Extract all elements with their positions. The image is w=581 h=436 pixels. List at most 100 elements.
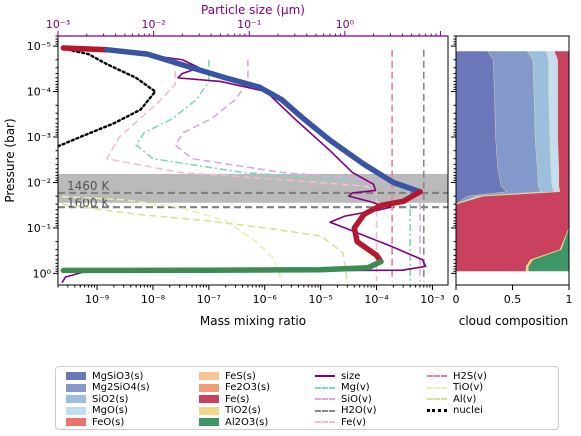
legend-item-fe2o3-s: Fe2O3(s): [199, 381, 270, 395]
y-axis-label: Pressure (bar): [3, 118, 17, 202]
legend-item-mg-v: Mg(v): [315, 381, 370, 395]
y-tick-label: 10⁻⁵: [27, 40, 51, 53]
legend-label: SiO(v): [341, 393, 372, 405]
series-al-v: [58, 202, 349, 282]
legend-label: Fe(s): [225, 393, 250, 405]
legend-swatch: [66, 395, 86, 403]
legend-swatch: [315, 409, 335, 412]
legend-label: TiO(v): [453, 382, 484, 393]
composition-plot-area: [456, 51, 569, 272]
legend-item-fe-v: Fe(v): [315, 415, 366, 429]
y-tick-label: 10⁻⁴: [27, 86, 52, 99]
x-tick-label: 10⁻⁶: [253, 293, 278, 306]
legend-swatch: [199, 418, 219, 426]
top-tick-label: 10⁻³: [46, 18, 70, 31]
composition-area-al2o3-s: [528, 51, 569, 272]
y-tick-label: 10⁰: [33, 267, 52, 280]
legend-swatch: [199, 372, 219, 380]
composition-area-fe-s: [456, 51, 569, 272]
composition-axes: 0 0.5 1 cloud composition: [451, 35, 573, 328]
cloud-total-segment-3: [351, 189, 423, 265]
composition-boundary-mgsio3-s: [456, 51, 508, 272]
legend-item-fes-s: FeS(s): [199, 369, 256, 383]
y-tick-label: 10⁻³: [27, 131, 51, 144]
legend-swatch: [66, 383, 86, 392]
composition-boundary-mg2sio4-s: [456, 51, 542, 272]
composition-area-mg2sio4-s: [456, 51, 541, 272]
legend-label: Al2O3(s): [225, 416, 269, 428]
legend-label: Mg2SiO4(s): [92, 382, 150, 393]
series-fe-v: [106, 59, 378, 282]
legend-swatch: [315, 421, 335, 423]
legend-item-al2o3-s: Al2O3(s): [199, 415, 268, 429]
legend-swatch: [199, 383, 219, 392]
legend-label: Al(v): [453, 393, 477, 405]
x-tick-label: 10⁻⁵: [309, 293, 333, 306]
legend-label: FeO(s): [92, 416, 125, 428]
top-tick-label: 10⁻²: [141, 18, 165, 31]
legend-swatch: [199, 406, 219, 415]
legend-label: SiO2(s): [92, 393, 129, 405]
composition-area-mgsio3-s: [456, 51, 507, 272]
legend-label: Mg(v): [341, 382, 370, 393]
x-tick-label: 10⁻⁷: [197, 293, 221, 306]
legend-label: nuclei: [453, 405, 483, 416]
legend-item-h2s-v: H2S(v): [427, 369, 487, 383]
series-nuclei: [58, 48, 157, 148]
composition-boundary-fe-s: [525, 51, 569, 272]
x-tick-label: 10⁻⁹: [85, 293, 109, 306]
composition-area-mgo-s: [456, 51, 560, 272]
legend-swatch: [315, 375, 335, 377]
composition-area-sio2-s: [456, 51, 555, 272]
legend-swatch: [199, 395, 219, 403]
legend-label: MgSiO3(s): [92, 370, 144, 382]
composition-x-tick-label: 1: [566, 293, 573, 306]
cloud-total-segment-2: [104, 46, 423, 195]
legend-label: size: [341, 370, 361, 382]
legend-swatch: [427, 409, 447, 412]
x-tick-label: 10⁻⁸: [141, 293, 166, 306]
legend-item-h2o-v: H2O(v): [315, 404, 376, 418]
series-tio-v: [58, 195, 283, 282]
top-tick-label: 10⁻¹: [237, 18, 261, 31]
temperature-annotation-1: 1460 K: [67, 179, 110, 193]
legend: MgSiO3(s) Mg2SiO4(s) SiO2(s) MgO(s) FeO(s) Fe…: [55, 366, 559, 430]
legend-label: MgO(s): [92, 405, 128, 416]
legend-item-nuclei: nuclei: [427, 404, 483, 418]
composition-boundary-tio2-s: [528, 51, 569, 272]
top-axis-label: Particle size (μm): [201, 3, 305, 17]
main-series-layer: [58, 45, 427, 284]
legend-swatch: [315, 398, 335, 400]
legend-label: H2S(v): [453, 370, 487, 382]
top-tick-label: 10⁰: [336, 18, 355, 31]
legend-item-feo-s: FeO(s): [66, 415, 124, 429]
legend-label: FeS(s): [225, 370, 256, 382]
legend-label: TiO2(s): [225, 405, 261, 416]
legend-swatch: [427, 398, 447, 400]
legend-item-sio2-s: SiO2(s): [66, 392, 128, 406]
legend-swatch: [427, 386, 447, 389]
legend-item-tio2-s: TiO2(s): [199, 404, 261, 418]
y-tick-label: 10⁻²: [27, 176, 51, 189]
legend-item-fe-s: Fe(s): [199, 392, 249, 406]
legend-item-mg2sio4-s: Mg2SiO4(s): [66, 381, 150, 395]
cloud-total-segment-1: [60, 45, 110, 53]
x-axis-label: Mass mixing ratio: [200, 314, 306, 328]
legend-label: Fe2O3(s): [225, 382, 270, 393]
x-tick-label: 10⁻⁴: [364, 293, 389, 306]
legend-label: Fe(v): [341, 416, 367, 428]
y-tick-label: 10⁻¹: [27, 222, 51, 235]
series-sio-v: [174, 59, 421, 282]
legend-swatch: [66, 372, 86, 380]
legend-swatch: [66, 418, 86, 426]
legend-item-mgo-s: MgO(s): [66, 404, 128, 418]
composition-x-tick-label: 0: [453, 293, 460, 306]
composition-x-axis-label: cloud composition: [459, 314, 568, 328]
legend-item-mgsio3-s: MgSiO3(s): [66, 369, 143, 383]
legend-label: H2O(v): [341, 405, 377, 416]
cloud-total-segment-4: [60, 258, 384, 274]
legend-item-al-v: Al(v): [427, 392, 476, 406]
composition-x-tick-label: 0.5: [504, 293, 522, 306]
x-tick-label: 10⁻³: [420, 293, 444, 306]
